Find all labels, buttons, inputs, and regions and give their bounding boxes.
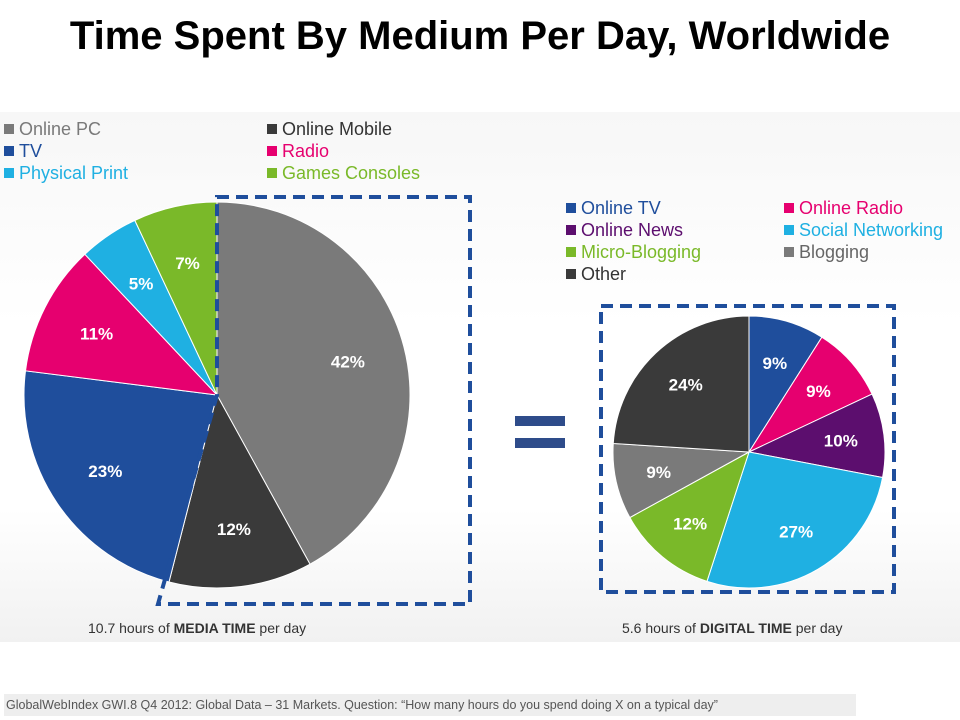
legend-item-online-news: Online News — [566, 219, 683, 241]
legend-label: Radio — [282, 141, 330, 161]
legend-item-games-consoles: Games Consoles — [267, 162, 420, 184]
slice-label-tv: 23% — [88, 462, 122, 481]
legend-swatch — [784, 225, 794, 235]
slice-online-pc — [216, 201, 411, 565]
slice-label-online-pc: 42% — [331, 352, 365, 371]
caption-suffix: per day — [255, 620, 307, 636]
legend-swatch — [566, 269, 576, 279]
legend-label: Online Mobile — [282, 119, 393, 139]
caption-prefix: 10.7 hours of — [88, 620, 174, 636]
digital-time-caption: 5.6 hours of DIGITAL TIME per day — [622, 620, 842, 636]
legend-item-online-mobile: Online Mobile — [267, 118, 392, 140]
digital-time-pie: 9% 9% 10% 27% 12% 9% 24% — [612, 315, 886, 589]
caption-bold: DIGITAL TIME — [699, 620, 792, 636]
slice-label-other: 24% — [669, 376, 703, 395]
caption-suffix: per day — [791, 620, 843, 636]
digital-highlight-box — [599, 304, 896, 594]
slice-label-online-news: 10% — [824, 431, 858, 450]
legend-item-online-pc: Online PC — [4, 118, 101, 140]
caption-bold: MEDIA TIME — [173, 620, 256, 636]
media-highlight-box — [155, 195, 472, 606]
legend-item-other: Other — [566, 263, 626, 285]
caption-prefix: 5.6 hours of — [622, 620, 700, 636]
legend-swatch — [566, 225, 576, 235]
slice-social-networking — [706, 451, 884, 589]
legend-label: Online News — [581, 220, 684, 240]
slice-radio — [24, 253, 219, 396]
legend-swatch — [4, 124, 14, 134]
source-note: GlobalWebIndex GWI.8 Q4 2012: Global Dat… — [4, 694, 856, 716]
media-time-caption: 10.7 hours of MEDIA TIME per day — [88, 620, 306, 636]
legend-label: Other — [581, 264, 627, 284]
media-legend: Online PC Online Mobile TV Radio Physica… — [4, 118, 464, 188]
legend-item-tv: TV — [4, 140, 42, 162]
slice-label-social-networking: 27% — [779, 523, 813, 542]
slice-games-consoles — [134, 201, 218, 396]
legend-label: Blogging — [799, 242, 870, 262]
legend-item-radio: Radio — [267, 140, 329, 162]
slice-label-online-mobile: 12% — [217, 520, 251, 539]
slice-label-online-tv: 9% — [763, 354, 788, 373]
digital-legend: Online TV Online Radio Online News Socia… — [566, 197, 960, 289]
legend-swatch — [267, 168, 277, 178]
legend-item-physical-print: Physical Print — [4, 162, 128, 184]
slice-micro-blogging — [629, 450, 750, 582]
slice-other — [612, 315, 750, 453]
slice-label-micro-blogging: 12% — [673, 514, 707, 533]
legend-label: Games Consoles — [282, 163, 421, 183]
legend-label: Online Radio — [799, 198, 904, 218]
legend-swatch — [566, 203, 576, 213]
legend-item-micro-blogging: Micro-Blogging — [566, 241, 701, 263]
slice-online-news — [747, 393, 886, 479]
legend-swatch — [4, 146, 14, 156]
legend-label: Online PC — [19, 119, 102, 139]
slice-tv — [23, 370, 218, 583]
legend-item-blogging: Blogging — [784, 241, 869, 263]
slice-label-online-radio: 9% — [806, 382, 831, 401]
legend-swatch — [784, 203, 794, 213]
slice-label-physical-print: 5% — [129, 274, 154, 293]
legend-label: Physical Print — [19, 163, 129, 183]
legend-label: TV — [19, 141, 43, 161]
slice-label-blogging: 9% — [646, 463, 671, 482]
legend-item-online-radio: Online Radio — [784, 197, 903, 219]
legend-label: Social Networking — [799, 220, 944, 240]
legend-swatch — [566, 247, 576, 257]
legend-label: Micro-Blogging — [581, 242, 702, 262]
legend-swatch — [267, 146, 277, 156]
slice-label-radio: 11% — [80, 325, 113, 344]
legend-swatch — [4, 168, 14, 178]
page-title: Time Spent By Medium Per Day, Worldwide — [69, 14, 891, 58]
slice-online-mobile — [168, 393, 311, 589]
equals-sign — [515, 416, 565, 460]
legend-label: Online TV — [581, 198, 661, 218]
legend-swatch — [267, 124, 277, 134]
slice-label-games-consoles: 7% — [175, 254, 200, 273]
legend-swatch — [784, 247, 794, 257]
legend-item-social-networking: Social Networking — [784, 219, 943, 241]
media-time-pie: 42% 12% 23% 11% 5% 7% — [23, 201, 411, 589]
legend-item-online-tv: Online TV — [566, 197, 661, 219]
